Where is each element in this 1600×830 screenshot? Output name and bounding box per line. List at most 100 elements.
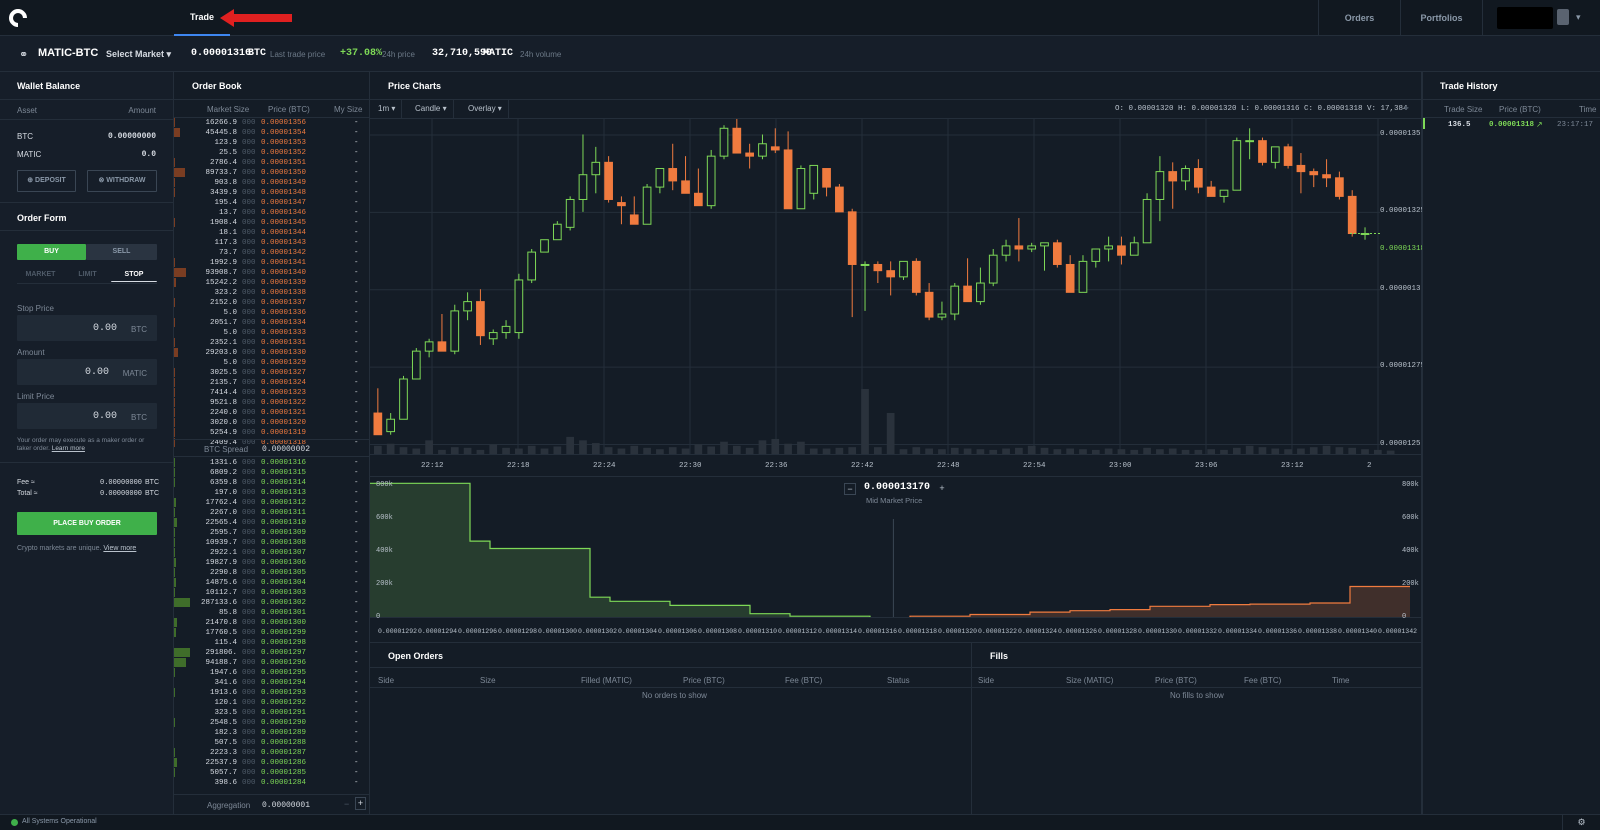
user-menu[interactable] bbox=[1482, 0, 1600, 36]
ask-row[interactable]: 18.1 000 0.00001344 - bbox=[174, 228, 364, 238]
bid-row[interactable]: 22565.4 000 0.00001310 - bbox=[174, 518, 364, 528]
ask-row[interactable]: 1908.4 000 0.00001345 - bbox=[174, 218, 364, 228]
limit-price-input[interactable]: 0.00 BTC bbox=[17, 403, 157, 429]
chevron-down-icon[interactable]: ▾ bbox=[1576, 12, 1581, 22]
bid-row[interactable]: 2223.3 000 0.00001287 - bbox=[174, 748, 364, 758]
tab-trade[interactable]: Trade bbox=[174, 0, 230, 36]
bid-row[interactable]: 10939.7 000 0.00001308 - bbox=[174, 538, 364, 548]
bid-row[interactable]: 1913.6 000 0.00001293 - bbox=[174, 688, 364, 698]
bid-row[interactable]: 17762.4 000 0.00001312 - bbox=[174, 498, 364, 508]
ask-row[interactable]: 903.8 000 0.00001349 - bbox=[174, 178, 364, 188]
ask-row[interactable]: 5.0 000 0.00001329 - bbox=[174, 358, 364, 368]
order-type-stop[interactable]: STOP bbox=[111, 268, 157, 282]
nav-orders-link[interactable]: Orders bbox=[1318, 0, 1400, 36]
aggregation-increase-button[interactable]: + bbox=[355, 797, 366, 810]
ask-row[interactable]: 16266.9 000 0.00001356 - bbox=[174, 118, 364, 128]
interval-dropdown[interactable]: 1m ▾ bbox=[372, 100, 403, 118]
bid-row[interactable]: 2290.8 000 0.00001305 - bbox=[174, 568, 364, 578]
bid-row[interactable]: 197.0 000 0.00001313 - bbox=[174, 488, 364, 498]
chart-type-dropdown[interactable]: Candle ▾ bbox=[409, 100, 454, 118]
ask-row[interactable]: 2152.0 000 0.00001337 - bbox=[174, 298, 364, 308]
bid-row[interactable]: 1331.6 000 0.00001316 - bbox=[174, 458, 364, 468]
deposit-button[interactable]: ⊕ DEPOSIT bbox=[17, 170, 76, 192]
ask-row[interactable]: 29203.0 000 0.00001330 - bbox=[174, 348, 364, 358]
gear-icon[interactable]: ⚙ bbox=[1562, 815, 1600, 830]
depth-chart[interactable] bbox=[370, 477, 1422, 627]
ask-row[interactable]: 5254.9 000 0.00001319 - bbox=[174, 428, 364, 438]
ask-row[interactable]: 2352.1 000 0.00001331 - bbox=[174, 338, 364, 348]
zoom-in-button[interactable]: + bbox=[939, 483, 945, 493]
bid-row[interactable]: 21470.8 000 0.00001300 - bbox=[174, 618, 364, 628]
select-market-dropdown[interactable]: Select Market ▾ bbox=[106, 49, 172, 59]
candlestick-chart[interactable] bbox=[370, 119, 1422, 471]
ask-row[interactable]: 25.5 000 0.00001352 - bbox=[174, 148, 364, 158]
ask-row[interactable]: 2786.4 000 0.00001351 - bbox=[174, 158, 364, 168]
bid-row[interactable]: 182.3 000 0.00001289 - bbox=[174, 728, 364, 738]
view-more-link[interactable]: View more bbox=[103, 545, 137, 552]
status-text[interactable]: All Systems Operational bbox=[22, 818, 97, 825]
ask-row[interactable]: 89733.7 000 0.00001350 - bbox=[174, 168, 364, 178]
bid-row[interactable]: 323.5 000 0.00001291 - bbox=[174, 708, 364, 718]
bid-row[interactable]: 5057.7 000 0.00001285 - bbox=[174, 768, 364, 778]
bid-row[interactable]: 2922.1 000 0.00001307 - bbox=[174, 548, 364, 558]
ask-row[interactable]: 1992.9 000 0.00001341 - bbox=[174, 258, 364, 268]
bid-row[interactable]: 115.4 000 0.00001298 - bbox=[174, 638, 364, 648]
ask-row[interactable]: 7414.4 000 0.00001323 - bbox=[174, 388, 364, 398]
buy-tab[interactable]: BUY bbox=[17, 244, 86, 260]
coinbase-logo-icon[interactable] bbox=[5, 5, 31, 31]
zoom-out-button[interactable]: − bbox=[844, 483, 856, 495]
bid-row[interactable]: 507.5 000 0.00001288 - bbox=[174, 738, 364, 748]
bid-row[interactable]: 10112.7 000 0.00001303 - bbox=[174, 588, 364, 598]
bid-row[interactable]: 2595.7 000 0.00001309 - bbox=[174, 528, 364, 538]
ask-row[interactable]: 2135.7 000 0.00001324 - bbox=[174, 378, 364, 388]
stop-price-input[interactable]: 0.00 BTC bbox=[17, 315, 157, 341]
bid-row[interactable]: 120.1 000 0.00001292 - bbox=[174, 698, 364, 708]
chart-scroll-right-icon[interactable]: ▸ bbox=[1405, 103, 1410, 112]
bid-row[interactable]: 19827.9 000 0.00001306 - bbox=[174, 558, 364, 568]
nav-portfolios-link[interactable]: Portfolios bbox=[1400, 0, 1482, 36]
amount-input[interactable]: 0.00 MATIC bbox=[17, 359, 157, 385]
ask-row[interactable]: 323.2 000 0.00001338 - bbox=[174, 288, 364, 298]
ask-row[interactable]: 195.4 000 0.00001347 - bbox=[174, 198, 364, 208]
ask-row[interactable]: 3439.9 000 0.00001348 - bbox=[174, 188, 364, 198]
ask-row[interactable]: 73.7 000 0.00001342 - bbox=[174, 248, 364, 258]
bid-row[interactable]: 6809.2 000 0.00001315 - bbox=[174, 468, 364, 478]
bid-row[interactable]: 17760.5 000 0.00001299 - bbox=[174, 628, 364, 638]
bid-row[interactable]: 291806. 000 0.00001297 - bbox=[174, 648, 364, 658]
withdraw-button[interactable]: ⊗ WITHDRAW bbox=[87, 170, 157, 192]
ask-row[interactable]: 2409.4 000 0.00001318 - bbox=[174, 438, 364, 448]
ask-row[interactable]: 2240.0 000 0.00001321 - bbox=[174, 408, 364, 418]
ask-row[interactable]: 3025.5 000 0.00001327 - bbox=[174, 368, 364, 378]
overlay-dropdown[interactable]: Overlay ▾ bbox=[462, 100, 509, 118]
place-buy-order-button[interactable]: PLACE BUY ORDER bbox=[17, 512, 157, 535]
ask-row[interactable]: 2051.7 000 0.00001334 - bbox=[174, 318, 364, 328]
bid-row[interactable]: 2267.0 000 0.00001311 - bbox=[174, 508, 364, 518]
order-type-market[interactable]: MARKET bbox=[25, 271, 56, 278]
ask-row[interactable]: 3020.0 000 0.00001320 - bbox=[174, 418, 364, 428]
ask-row[interactable]: 5.0 000 0.00001333 - bbox=[174, 328, 364, 338]
order-type-limit[interactable]: LIMIT bbox=[78, 271, 97, 278]
bid-row[interactable]: 94188.7 000 0.00001296 - bbox=[174, 658, 364, 668]
learn-more-link[interactable]: Learn more bbox=[51, 445, 85, 452]
bid-row[interactable]: 287133.6 000 0.00001302 - bbox=[174, 598, 364, 608]
bid-row[interactable]: 398.6 000 0.00001284 - bbox=[174, 778, 364, 788]
bid-row[interactable]: 341.6 000 0.00001294 - bbox=[174, 678, 364, 688]
ask-row[interactable]: 9521.8 000 0.00001322 - bbox=[174, 398, 364, 408]
bid-row[interactable]: 1947.6 000 0.00001295 - bbox=[174, 668, 364, 678]
sell-tab[interactable]: SELL bbox=[86, 244, 157, 260]
avatar[interactable] bbox=[1557, 9, 1569, 25]
volume-value: 32,710,590 bbox=[432, 48, 493, 59]
ask-row[interactable]: 13.7 000 0.00001346 - bbox=[174, 208, 364, 218]
bid-row[interactable]: 85.8 000 0.00001301 - bbox=[174, 608, 364, 618]
ask-row[interactable]: 15242.2 000 0.00001339 - bbox=[174, 278, 364, 288]
ask-row[interactable]: 45445.8 000 0.00001354 - bbox=[174, 128, 364, 138]
bid-row[interactable]: 2548.5 000 0.00001290 - bbox=[174, 718, 364, 728]
ask-row[interactable]: 117.3 000 0.00001343 - bbox=[174, 238, 364, 248]
bid-row[interactable]: 14875.6 000 0.00001304 - bbox=[174, 578, 364, 588]
ask-row[interactable]: 123.9 000 0.00001353 - bbox=[174, 138, 364, 148]
ask-row[interactable]: 5.0 000 0.00001336 - bbox=[174, 308, 364, 318]
bid-row[interactable]: 22537.9 000 0.00001286 - bbox=[174, 758, 364, 768]
aggregation-decrease-button[interactable]: − bbox=[344, 799, 350, 809]
bid-row[interactable]: 6359.8 000 0.00001314 - bbox=[174, 478, 364, 488]
ask-row[interactable]: 93908.7 000 0.00001340 - bbox=[174, 268, 364, 278]
